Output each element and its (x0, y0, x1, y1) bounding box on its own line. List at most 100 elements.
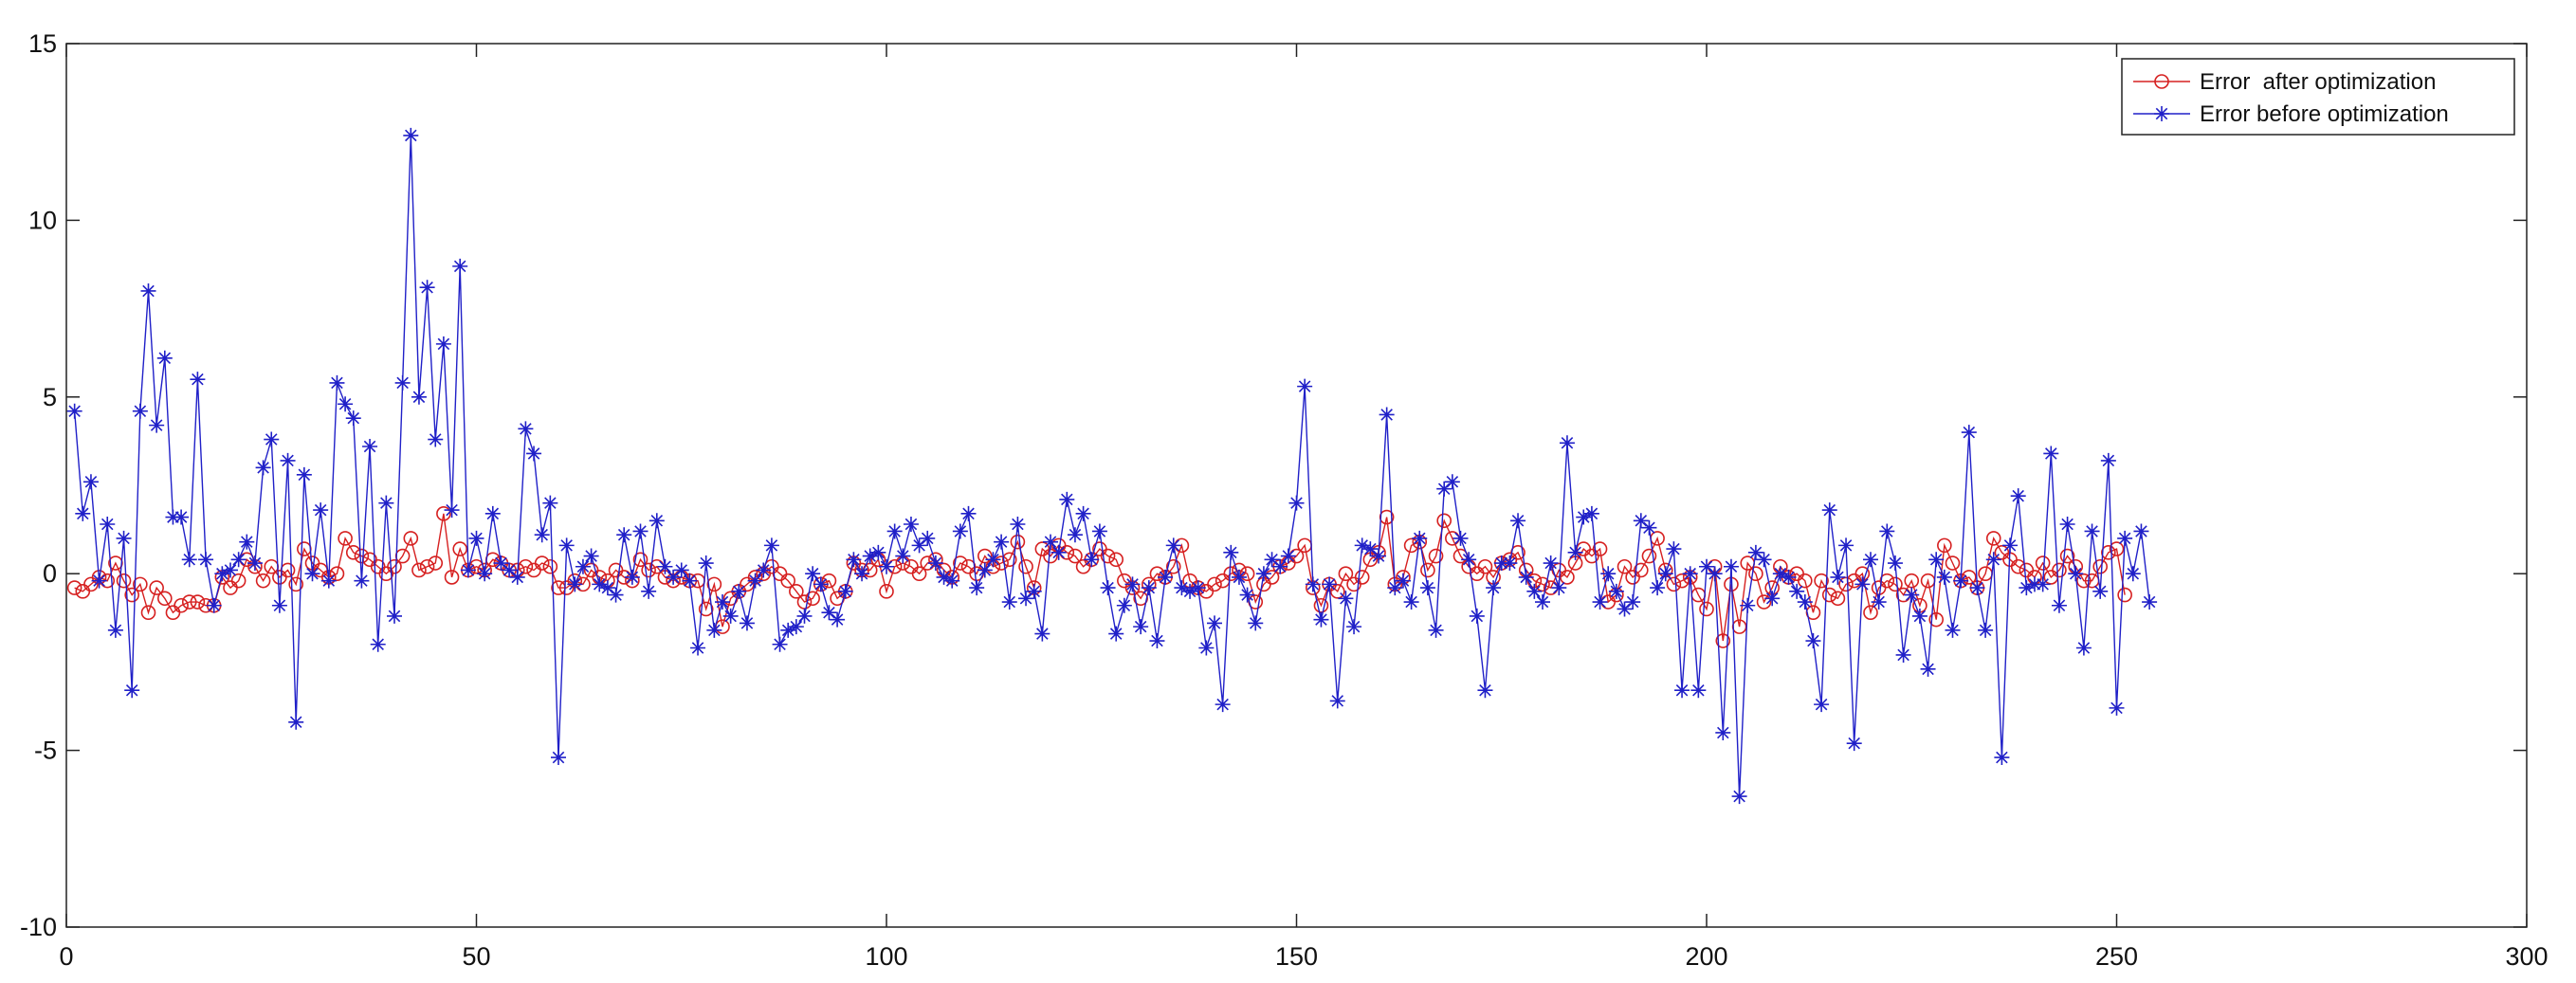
data-point (66, 403, 82, 419)
data-point (567, 576, 583, 592)
data-point (165, 509, 181, 525)
data-point (1452, 530, 1469, 546)
data-point (140, 282, 156, 299)
data-point (107, 622, 123, 638)
data-point (1888, 576, 1903, 592)
data-point (936, 569, 952, 585)
data-point (1535, 576, 1550, 592)
data-point (1165, 537, 1181, 554)
data-point (1371, 548, 1386, 564)
data-point (1641, 519, 1657, 536)
data-point (1493, 555, 1509, 572)
data-point (304, 566, 320, 582)
data-point (2101, 545, 2116, 560)
data-point (1814, 573, 1829, 589)
data-point (1026, 583, 1042, 599)
data-point (477, 566, 493, 582)
data-point (1395, 573, 1411, 589)
data-point (1158, 569, 1174, 585)
data-point (1994, 750, 2010, 766)
data-point (534, 527, 550, 543)
data-point (190, 372, 206, 388)
data-point (1978, 622, 1994, 638)
data-point (116, 573, 132, 589)
data-point (2059, 548, 2075, 564)
data-point (329, 566, 345, 582)
data-point (722, 608, 739, 624)
data-point (641, 562, 656, 578)
data-point (1510, 513, 1526, 529)
data-point (394, 374, 411, 391)
data-point (1305, 576, 1321, 592)
data-point (1198, 640, 1215, 656)
data-point (378, 495, 394, 511)
data-point (1239, 587, 1255, 603)
data-point (1059, 491, 1075, 507)
data-point (133, 576, 148, 592)
data-point (715, 594, 730, 610)
data-point (1387, 580, 1403, 596)
data-point (575, 558, 591, 574)
data-point (2092, 583, 2109, 599)
data-point (1953, 573, 1969, 589)
data-point (124, 587, 139, 603)
data-point (1634, 562, 1649, 578)
data-point (419, 558, 435, 574)
data-point (157, 591, 173, 607)
data-point (1723, 558, 1739, 574)
data-point (1428, 548, 1444, 564)
data-point (1108, 552, 1124, 568)
data-point (1215, 697, 1231, 713)
data-point (1592, 541, 1608, 556)
data-point (2117, 530, 2133, 546)
data-point (895, 548, 911, 564)
data-point (1354, 570, 1370, 585)
data-point (1231, 569, 1247, 585)
data-point (1969, 580, 1985, 596)
legend-entry: Error before optimization (2133, 101, 2449, 127)
data-point (174, 509, 190, 525)
data-point (1280, 548, 1296, 564)
data-point (813, 576, 829, 592)
data-point (1699, 601, 1714, 617)
data-point (403, 531, 419, 546)
data-point (100, 517, 116, 533)
data-point (452, 258, 468, 274)
data-point (428, 431, 444, 447)
data-point (338, 531, 353, 546)
data-point (977, 562, 993, 578)
data-point (1560, 570, 1575, 585)
data-point (1576, 509, 1592, 525)
data-point (493, 555, 509, 572)
x-axis: 0 50 100 150 200 250 300 (59, 44, 2549, 971)
data-point (223, 562, 238, 578)
data-point (846, 552, 862, 568)
x-tick-label: 50 (462, 942, 490, 971)
data-point (338, 396, 354, 412)
data-point (280, 452, 296, 468)
data-point (862, 548, 878, 564)
data-point (354, 573, 370, 589)
x-tick-label: 250 (2095, 942, 2138, 971)
data-point (592, 576, 608, 592)
x-tick-label: 0 (59, 942, 73, 971)
data-point (1165, 558, 1181, 574)
x-tick-label: 300 (2505, 942, 2548, 971)
data-point (1879, 573, 1895, 589)
data-point (583, 548, 599, 564)
data-point (247, 555, 263, 572)
data-point (1403, 594, 1419, 610)
data-point (632, 523, 649, 539)
data-point (428, 555, 444, 571)
data-point (1699, 558, 1714, 574)
data-point (624, 569, 640, 585)
data-point (1108, 626, 1124, 642)
data-point (879, 584, 894, 599)
data-point (805, 591, 820, 607)
data-point (1715, 633, 1731, 648)
data-point (608, 587, 624, 603)
data-point (1444, 474, 1460, 490)
data-point (239, 534, 255, 550)
data-point (1928, 552, 1945, 568)
